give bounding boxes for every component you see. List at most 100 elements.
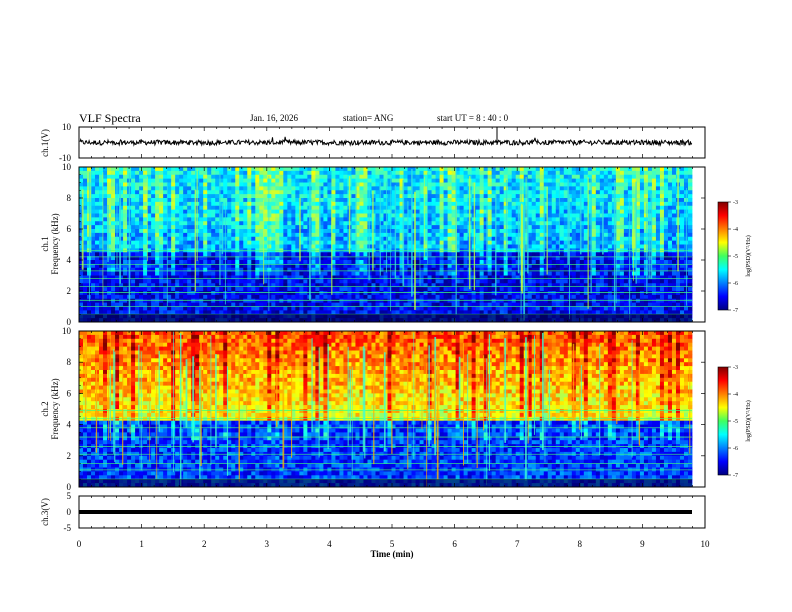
spectrogram-cell	[531, 174, 537, 180]
chart-title: VLF Spectra	[79, 111, 141, 125]
spectrogram-cell	[79, 271, 84, 276]
spectrogram-cell	[283, 205, 288, 211]
spectrogram-cell	[475, 182, 481, 187]
spectrogram-cell	[179, 267, 184, 273]
spectrogram-cell	[339, 310, 344, 315]
spectrogram-cell	[411, 294, 416, 300]
spectrogram-cell	[291, 275, 296, 280]
spectrogram-cell	[355, 263, 360, 269]
spectrogram-cell	[291, 310, 296, 315]
spectrogram-cell	[399, 263, 404, 269]
spectrogram-cell	[191, 240, 196, 245]
spectrogram-cell	[415, 306, 420, 311]
spectrogram-cell	[147, 291, 152, 296]
spectrogram-cell	[175, 236, 180, 242]
spectrogram-cell	[371, 174, 376, 180]
spectrogram-cell	[359, 229, 364, 234]
spectrogram-cell	[451, 287, 457, 292]
spectrogram-cell	[227, 236, 232, 242]
spectrogram-cell	[411, 201, 416, 207]
spectrogram-cell	[527, 256, 533, 261]
spectrogram-cell	[255, 217, 260, 222]
spectrogram-cell	[415, 267, 420, 273]
spectrogram-cell	[219, 182, 224, 187]
spectrogram-cell	[435, 213, 440, 218]
spectrogram-cell	[531, 217, 537, 222]
spectrogram-cell	[463, 232, 469, 238]
spectrogram-cell	[191, 221, 196, 226]
spectrogram-cell	[479, 198, 485, 203]
spectrogram-cell	[175, 182, 180, 187]
spectrogram-cell	[371, 186, 376, 191]
ch1-ytick-bottom: -10	[59, 153, 71, 163]
spectrogram-cell	[167, 209, 172, 214]
spectrogram-cell	[359, 279, 364, 284]
spectrogram-cell	[155, 201, 160, 207]
spectrogram-cell	[135, 263, 140, 269]
spectrogram-cell	[267, 213, 272, 218]
spectrogram-cell	[79, 201, 84, 207]
spectrogram-cell	[135, 283, 140, 288]
spectrogram-cell	[291, 271, 296, 276]
spectrogram-cell	[403, 217, 408, 222]
spectrogram-cell	[211, 302, 216, 307]
spectrogram-cell	[511, 201, 517, 207]
spectrogram-cell	[339, 225, 344, 230]
spectrogram-cell	[443, 298, 448, 304]
spectrogram-cell	[339, 291, 344, 296]
spectrogram-cell	[231, 186, 236, 191]
spectrogram-cell	[451, 298, 457, 304]
spectrogram-cell	[383, 236, 388, 242]
spectrogram-cell	[83, 252, 88, 257]
spectrogram-cell	[291, 205, 296, 211]
spectrogram-cell	[191, 190, 196, 195]
spectrogram-cell	[155, 306, 160, 311]
spectrogram-cell	[419, 240, 424, 245]
spectrogram-cell	[107, 267, 112, 273]
spectrogram-cell	[395, 271, 400, 276]
spectrogram-cell	[107, 306, 112, 311]
spectrogram-cell	[423, 221, 428, 226]
spectrogram-cell	[379, 294, 384, 300]
spectrogram-cell	[143, 260, 148, 265]
spectrogram-cell	[559, 167, 565, 172]
spectrogram-cell	[83, 209, 88, 214]
spectrogram-cell	[411, 275, 416, 280]
spectrogram-cell	[539, 217, 545, 222]
spectrogram-cell	[527, 167, 533, 172]
spectrogram-cell	[207, 302, 212, 307]
spectrogram-cell	[539, 244, 545, 249]
spectrogram-cell	[427, 229, 432, 234]
spectrogram-cell	[215, 209, 220, 214]
spectrogram-cell	[163, 256, 168, 261]
spectrogram-cell	[535, 194, 541, 199]
spectrogram-cell	[531, 260, 537, 265]
spectrogram-cell	[515, 302, 521, 307]
spectrogram-cell	[423, 263, 428, 269]
spectrogram-cell	[163, 225, 168, 230]
spectrogram-cell	[319, 209, 324, 214]
spectrogram-cell	[183, 298, 188, 304]
spectrogram-cell	[403, 225, 408, 230]
spectrogram-cell	[159, 252, 164, 257]
spectrogram-cell	[295, 240, 300, 245]
spectrogram-cell	[447, 244, 453, 249]
spectrogram-cell	[351, 201, 356, 207]
spectrogram-cell	[403, 256, 408, 261]
spectrogram-cell	[335, 201, 340, 207]
spectrogram-cell	[339, 229, 344, 234]
spectrogram-cell	[175, 271, 180, 276]
spectrogram-cell	[267, 232, 272, 238]
spectrogram-cell	[463, 198, 469, 203]
spectrogram-cell	[351, 194, 356, 199]
spectrogram-cell	[203, 205, 208, 211]
spectrogram-cell	[503, 213, 509, 218]
spectrogram-cell	[227, 287, 232, 292]
spectrogram-cell	[419, 174, 424, 180]
spectrogram-cell	[415, 229, 420, 234]
spectrogram-cell	[79, 310, 84, 315]
spectrogram-cell	[331, 182, 336, 187]
spectrogram-cell	[247, 229, 252, 234]
spectrogram-cell	[295, 217, 300, 222]
spectrogram-cell	[487, 209, 493, 214]
